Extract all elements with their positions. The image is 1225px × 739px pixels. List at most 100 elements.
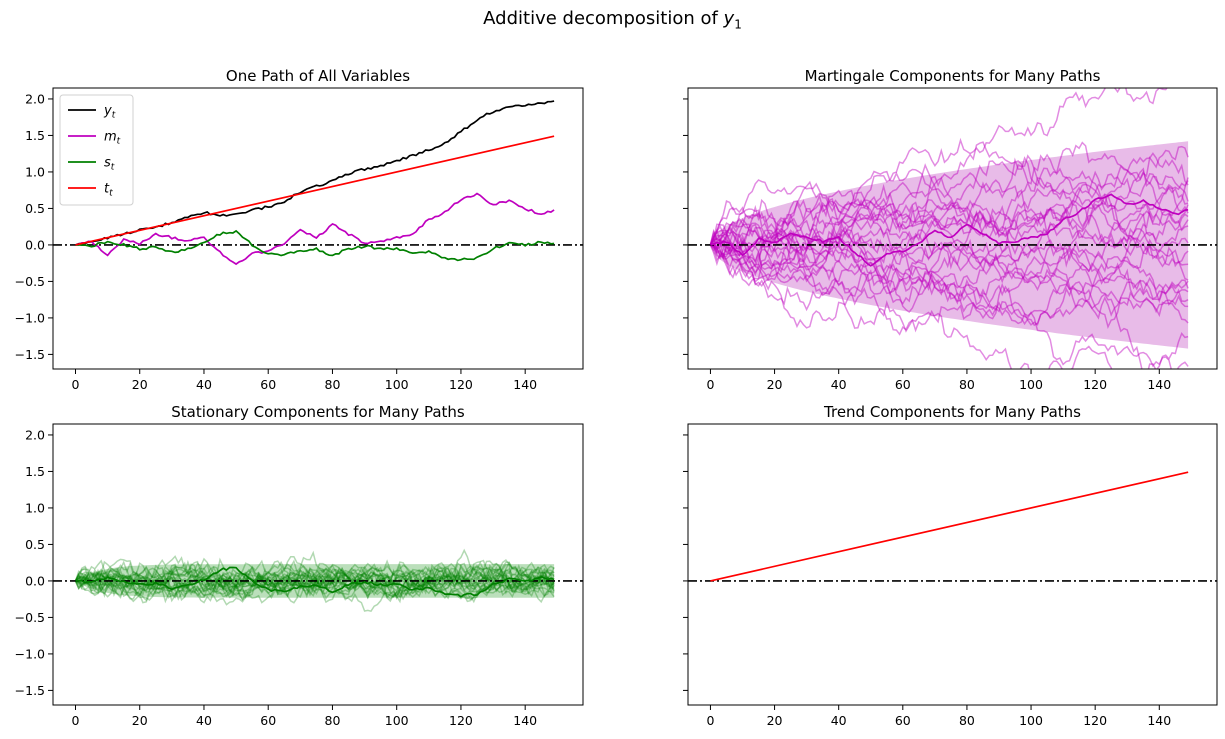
- x-tick-label: 0: [706, 713, 714, 728]
- panel-title: Stationary Components for Many Paths: [171, 403, 465, 421]
- x-tick-label: 0: [72, 377, 80, 392]
- path-line: [709, 145, 1189, 266]
- path-line: [710, 237, 1189, 369]
- path-line: [709, 141, 1189, 246]
- axes-frame: [687, 423, 1218, 706]
- y-tick-label: −1.0: [15, 646, 45, 661]
- x-tick-label: 0: [706, 377, 714, 392]
- series-line-t: [710, 471, 1189, 582]
- plot-area: [688, 471, 1217, 582]
- series-line-s: [75, 229, 555, 262]
- series-line-y: [75, 100, 555, 246]
- x-tick-label: 100: [385, 713, 409, 728]
- axes-frame: [687, 87, 1218, 370]
- panel-3: 0 20 40 60 80 100 120 140 −1.5 −1.0 −0.5 0.0 0.5 1.0 1…: [15, 403, 584, 728]
- x-tick-label: 20: [767, 377, 783, 392]
- x-tick-label: 60: [260, 713, 276, 728]
- x-tick-label: 40: [831, 713, 847, 728]
- path-line: [75, 564, 555, 599]
- path-line: [75, 563, 555, 606]
- x-tick-label: 140: [1147, 713, 1171, 728]
- x-tick-label: 120: [449, 377, 473, 392]
- axes-frame: [52, 423, 584, 706]
- panel-2: 0 20 40 60 80 100 120 140 Martingale Components …: [683, 67, 1218, 392]
- path-line: [75, 561, 555, 604]
- x-tick-label: 100: [385, 377, 409, 392]
- y-tick-label: 0.5: [25, 537, 45, 552]
- path-line: [710, 223, 1189, 314]
- panel-4: 0 20 40 60 80 100 120 140 Trend Components for M…: [683, 403, 1218, 728]
- legend-label-s: st: [104, 156, 115, 173]
- panel-title: One Path of All Variables: [226, 67, 410, 85]
- series-line-m: [75, 192, 555, 266]
- y-tick-label: 1.0: [25, 164, 45, 179]
- x-tick-label: 80: [325, 713, 341, 728]
- legend-sub: t: [112, 111, 116, 121]
- x-tick-label: 140: [513, 713, 537, 728]
- path-line: [709, 193, 1189, 314]
- plot-area: [53, 548, 583, 613]
- x-tick-label: 120: [1083, 713, 1107, 728]
- series-line-m: [710, 193, 1189, 267]
- y-tick-label: 0.0: [25, 573, 45, 588]
- x-tick-label: 0: [72, 713, 80, 728]
- path-line: [74, 562, 555, 601]
- legend-sub: t: [111, 163, 115, 173]
- x-tick-label: 100: [1019, 377, 1043, 392]
- path-line: [74, 561, 555, 604]
- plot-area: [53, 100, 583, 266]
- path-line: [709, 177, 1189, 268]
- path-line: [74, 564, 555, 603]
- path-line: [709, 152, 1189, 271]
- panel-1: 0 20 40 60 80 100 120 140 −1.5 −1.0 −0.5 0.0 0.5 1.0 1…: [15, 67, 584, 392]
- legend-label-y: yt: [103, 104, 116, 121]
- path-line: [74, 559, 555, 603]
- path-line: [74, 559, 555, 600]
- legend-var: m: [104, 130, 117, 145]
- x-tick-label: 20: [132, 713, 148, 728]
- panel-title: Martingale Components for Many Paths: [805, 67, 1101, 85]
- x-tick-label: 80: [959, 377, 975, 392]
- path-line: [709, 167, 1189, 252]
- y-tick-label: −0.5: [15, 610, 45, 625]
- x-tick-label: 100: [1019, 713, 1043, 728]
- legend-label-t: tt: [104, 182, 113, 199]
- figure-title-var: y: [723, 8, 735, 29]
- path-line: [710, 227, 1189, 306]
- path-line: [709, 180, 1189, 254]
- path-line: [75, 560, 555, 602]
- figure-title-text: Additive decomposition of: [483, 8, 724, 29]
- legend-box: [59, 94, 134, 206]
- path-line: [75, 558, 555, 602]
- path-line: [74, 550, 555, 604]
- path-line: [74, 559, 555, 601]
- y-tick-label: 0.0: [25, 237, 45, 252]
- path-line: [709, 212, 1189, 312]
- path-line: [709, 198, 1189, 253]
- legend-sub: t: [117, 137, 121, 147]
- y-tick-label: 2.0: [25, 91, 45, 106]
- y-tick-label: 1.5: [25, 464, 45, 479]
- series-line-s: [75, 566, 555, 598]
- x-tick-label: 60: [895, 713, 911, 728]
- x-tick-label: 20: [767, 713, 783, 728]
- path-line: [709, 141, 1189, 268]
- path-line: [75, 564, 555, 601]
- x-tick-label: 40: [196, 713, 212, 728]
- path-line: [74, 555, 555, 601]
- path-line: [75, 548, 555, 597]
- plot-area: [688, 88, 1217, 369]
- figure-title: Additive decomposition of y1: [0, 8, 1225, 32]
- path-line: [75, 562, 555, 603]
- axes-frame: [52, 87, 584, 370]
- path-line: [710, 239, 1189, 329]
- figure-title-sub: 1: [734, 17, 742, 32]
- path-line: [709, 154, 1189, 283]
- y-tick-label: −1.0: [15, 310, 45, 325]
- y-tick-label: −0.5: [15, 274, 45, 289]
- path-line: [710, 239, 1113, 369]
- series-line-t: [75, 135, 555, 246]
- x-tick-label: 40: [831, 377, 847, 392]
